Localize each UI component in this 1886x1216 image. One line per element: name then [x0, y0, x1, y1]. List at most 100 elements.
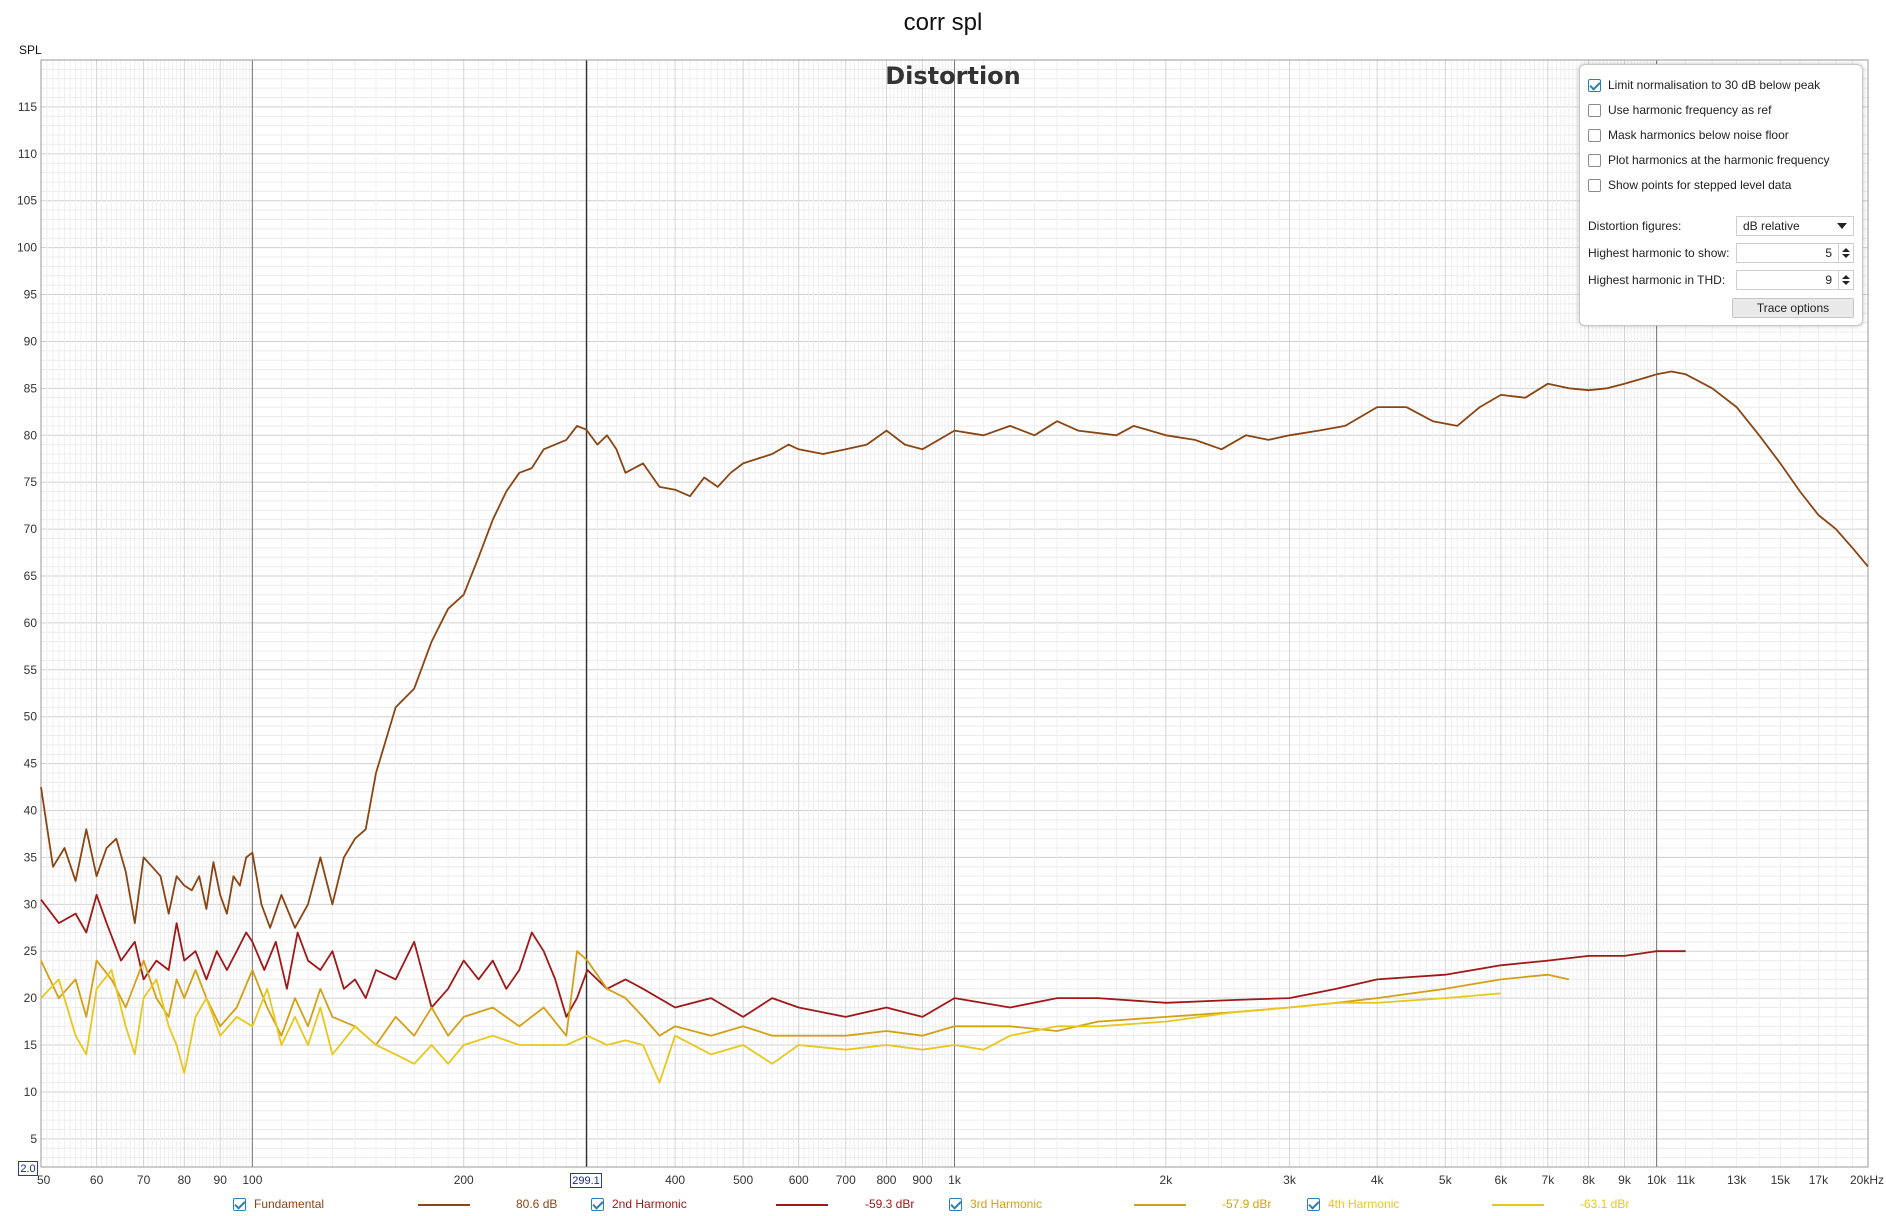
checkbox[interactable] — [591, 1197, 604, 1211]
y-tick-label: 15 — [24, 1038, 38, 1052]
opt-label: Use harmonic frequency as ref — [1608, 103, 1772, 117]
arrow-up-icon — [1842, 248, 1850, 252]
x-tick-label: 800 — [876, 1173, 896, 1187]
arrow-down-icon — [1842, 281, 1850, 285]
legend-swatch — [776, 1204, 828, 1206]
y-tick-label: 5 — [30, 1132, 37, 1146]
x-tick-label: 50 — [37, 1173, 51, 1187]
x-tick-label: 700 — [836, 1173, 856, 1187]
arrow-up-icon — [1842, 275, 1850, 279]
legend-item-4th-harmonic[interactable]: 4th Harmonic — [1307, 1195, 1399, 1213]
distortion-options-panel: Limit normalisation to 30 dB below peak … — [1579, 64, 1863, 326]
chevron-down-icon — [1837, 223, 1847, 229]
x-tick-label: 15k — [1771, 1173, 1791, 1187]
select-value: dB relative — [1743, 219, 1800, 233]
x-tick-label: 600 — [789, 1173, 809, 1187]
series-line-0 — [40, 370, 1869, 929]
legend: Fundamental 80.6 dB 2nd Harmonic -59.3 d… — [0, 1195, 1886, 1215]
y-tick-label: 75 — [24, 475, 38, 489]
x-tick-label: 200 — [454, 1173, 474, 1187]
y-tick-label: 55 — [24, 663, 38, 677]
legend-swatch — [418, 1204, 470, 1206]
y-tick-label: 70 — [24, 522, 38, 536]
highest-harmonic-show-stepper[interactable]: 5 — [1736, 243, 1854, 263]
x-tick-label: 900 — [912, 1173, 932, 1187]
opt-label: Show points for stepped level data — [1608, 178, 1792, 192]
legend-item-3rd-harmonic[interactable]: 3rd Harmonic — [949, 1195, 1042, 1213]
checkbox[interactable] — [949, 1197, 962, 1211]
x-cursor-value: 299.1 — [572, 1174, 600, 1187]
series-line-2 — [40, 950, 1570, 1046]
x-axis-ticks: 50 60 70 80 90 100 200 400 500 600 700 800 900 1k 2k 3k… — [37, 1173, 1884, 1187]
x-tick-label: 4k — [1371, 1173, 1385, 1187]
stepper-value: 9 — [1825, 273, 1832, 287]
legend-item-fundamental[interactable]: Fundamental — [233, 1195, 324, 1213]
stepper-arrows[interactable] — [1838, 271, 1853, 289]
legend-label: 2nd Harmonic — [612, 1197, 687, 1211]
legend-value: 80.6 dB — [516, 1197, 558, 1211]
opt-mask-harmonics[interactable]: Mask harmonics below noise floor — [1588, 126, 1789, 144]
x-tick-label: 500 — [733, 1173, 753, 1187]
opt-label: Mask harmonics below noise floor — [1608, 128, 1789, 142]
y-tick-label: 110 — [18, 147, 37, 161]
y-tick-label: 80 — [24, 428, 38, 442]
x-tick-label: 80 — [178, 1173, 192, 1187]
y-tick-label: 40 — [24, 804, 38, 818]
y-tick-label: 20 — [24, 991, 38, 1005]
opt-limit-normalisation[interactable]: Limit normalisation to 30 dB below peak — [1588, 76, 1820, 94]
x-tick-label: 17k — [1809, 1173, 1829, 1187]
checkbox[interactable] — [1588, 78, 1601, 92]
x-tick-label: 13k — [1727, 1173, 1747, 1187]
x-tick-label: 90 — [214, 1173, 228, 1187]
checkbox[interactable] — [1588, 153, 1601, 167]
checkbox[interactable] — [1588, 103, 1601, 117]
trace-options-button[interactable]: Trace options — [1732, 298, 1854, 318]
legend-swatch — [1134, 1204, 1186, 1206]
y-tick-label: 100 — [17, 241, 37, 255]
x-tick-label: 1k — [948, 1173, 962, 1187]
y-tick-label: 45 — [24, 757, 38, 771]
opt-label: Plot harmonics at the harmonic frequency — [1608, 153, 1830, 167]
button-label: Trace options — [1756, 301, 1830, 315]
x-tick-label: 3k — [1283, 1173, 1297, 1187]
opt-stepped-points[interactable]: Show points for stepped level data — [1588, 176, 1791, 194]
arrow-down-icon — [1842, 254, 1850, 258]
y-tick-label: 115 — [18, 100, 37, 114]
checkbox[interactable] — [1588, 178, 1601, 192]
opt-plot-harmonics[interactable]: Plot harmonics at the harmonic frequency — [1588, 151, 1829, 169]
legend-item-2nd-harmonic[interactable]: 2nd Harmonic — [591, 1195, 687, 1213]
highest-harmonic-thd-label: Highest harmonic in THD: — [1588, 273, 1726, 287]
y-cursor-readout: 2.0 — [18, 1161, 38, 1176]
y-tick-label: 95 — [24, 288, 38, 302]
x-tick-label: 70 — [137, 1173, 151, 1187]
y-tick-label: 60 — [24, 616, 38, 630]
x-tick-label: 7k — [1542, 1173, 1556, 1187]
checkbox[interactable] — [1307, 1197, 1320, 1211]
stepper-arrows[interactable] — [1838, 244, 1853, 262]
x-cursor-readout: 299.1 — [570, 1173, 602, 1188]
x-tick-label: 2k — [1160, 1173, 1174, 1187]
checkbox[interactable] — [1588, 128, 1601, 142]
x-tick-label: 11k — [1676, 1173, 1695, 1187]
x-tick-label: 9k — [1618, 1173, 1632, 1187]
distortion-figures-label: Distortion figures: — [1588, 219, 1682, 233]
opt-label: Limit normalisation to 30 dB below peak — [1608, 78, 1821, 92]
opt-harmonic-freq-ref[interactable]: Use harmonic frequency as ref — [1588, 101, 1771, 119]
legend-label: 3rd Harmonic — [970, 1197, 1043, 1211]
x-tick-label: 8k — [1582, 1173, 1596, 1187]
distortion-figures-select[interactable]: dB relative — [1736, 216, 1854, 236]
legend-value: -59.3 dBr — [865, 1197, 915, 1211]
y-cursor-value: 2.0 — [20, 1162, 36, 1175]
series-line-1 — [40, 894, 1686, 1018]
highest-harmonic-thd-row: Highest harmonic in THD: 9 — [1588, 269, 1854, 291]
highest-harmonic-thd-stepper[interactable]: 9 — [1736, 270, 1854, 290]
y-tick-label: 65 — [24, 569, 38, 583]
checkbox[interactable] — [233, 1197, 246, 1211]
y-axis-ticks: 5 10 15 20 25 30 35 40 45 50 55 60 65 70 75 80 85 90 95 100… — [17, 100, 37, 1146]
y-tick-label: 90 — [24, 334, 38, 348]
legend-value: -63.1 dBr — [1580, 1197, 1630, 1211]
curves — [40, 370, 1869, 1084]
legend-value: -57.9 dBr — [1222, 1197, 1272, 1211]
series-line-3 — [40, 969, 1501, 1084]
